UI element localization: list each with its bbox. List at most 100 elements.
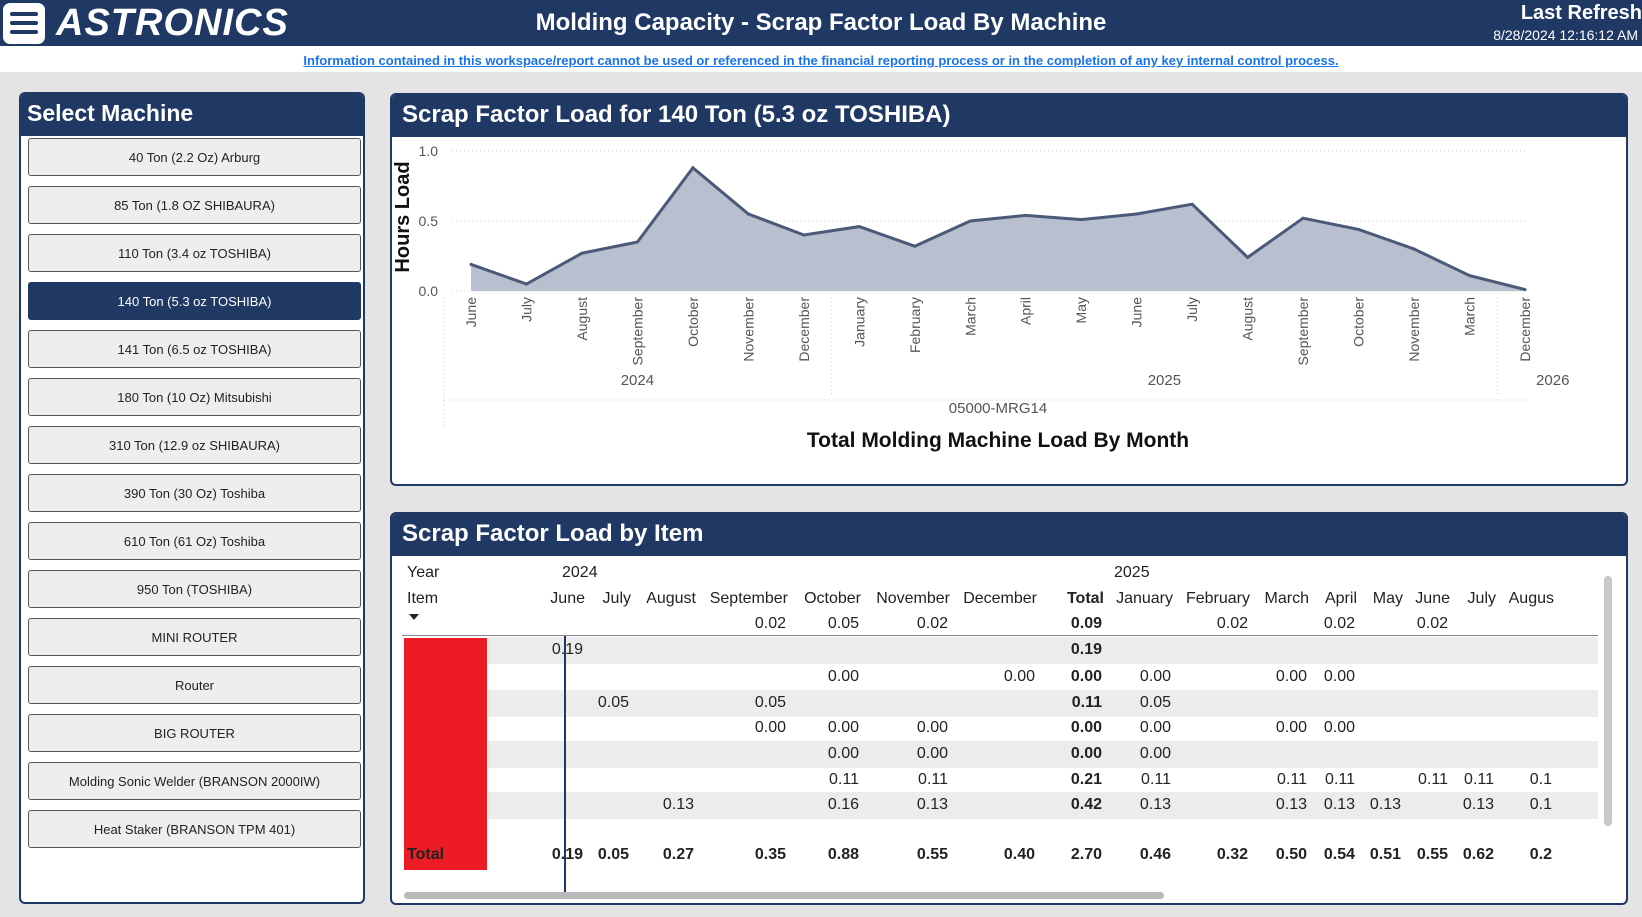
x-tick-label: November (1406, 297, 1422, 362)
disclaimer-link[interactable]: Information contained in this workspace/… (303, 53, 1339, 68)
top-bar: ASTRONICS Molding Capacity - Scrap Facto… (0, 0, 1642, 46)
column-header: February (1185, 590, 1250, 607)
data-point (857, 225, 861, 229)
table-cell: 0.05 (1139, 694, 1171, 711)
table-cell: 0.09 (1070, 615, 1102, 632)
table-cell: 0.11 (829, 771, 859, 788)
table-cell: 0.11 (1418, 771, 1448, 788)
column-header: April (1324, 590, 1357, 607)
total-cell: 0.19 (551, 846, 583, 863)
table-cell: 0.11 (1325, 771, 1355, 788)
total-row-label: Total (407, 846, 445, 863)
machine-button[interactable]: BIG ROUTER (28, 714, 361, 752)
data-point (1190, 202, 1194, 206)
machine-button[interactable]: Heat Staker (BRANSON TPM 401) (28, 810, 361, 848)
data-point (746, 212, 750, 216)
total-cell: 0.62 (1462, 846, 1494, 863)
table-cell: 0.00 (1275, 719, 1307, 736)
column-header: December (963, 590, 1037, 607)
column-header: June (550, 590, 585, 607)
column-header: January (1116, 590, 1173, 607)
x-tick-label: March (1462, 297, 1478, 336)
sort-descending-icon[interactable] (409, 614, 419, 620)
vertical-scrollbar[interactable] (1604, 576, 1612, 826)
machine-button[interactable]: 390 Ton (30 Oz) Toshiba (28, 474, 361, 512)
y-tick-label: 0.5 (419, 213, 439, 229)
data-point (1468, 274, 1472, 278)
x-tick-label: August (574, 297, 590, 341)
machine-button[interactable]: Molding Sonic Welder (BRANSON 2000IW) (28, 762, 361, 800)
x-tick-label: June (463, 297, 479, 328)
total-cell: 2.70 (1070, 846, 1102, 863)
machine-button[interactable]: 40 Ton (2.2 Oz) Arburg (28, 138, 361, 176)
table-cell: 0.16 (827, 796, 859, 813)
data-point (802, 233, 806, 237)
total-cell: 0.54 (1323, 846, 1355, 863)
data-point (580, 251, 584, 255)
table-cell: 0.19 (551, 641, 583, 658)
group-label: 05000-MRG14 (949, 400, 1047, 417)
area-fill (471, 167, 1525, 291)
row-stripe (488, 792, 1598, 819)
x-tick-label: September (629, 297, 645, 366)
hamburger-menu-icon[interactable] (3, 3, 45, 44)
table-cell: 0.02 (754, 615, 786, 632)
total-cell: 0.88 (827, 846, 859, 863)
machine-button[interactable]: 141 Ton (6.5 oz TOSHIBA) (28, 330, 361, 368)
column-header: July (1467, 590, 1496, 607)
table-cell: 0.11 (1071, 694, 1102, 711)
table-panel-title: Scrap Factor Load by Item (392, 514, 1626, 556)
table-cell: 0.02 (916, 615, 948, 632)
table-cell: 0.00 (1139, 668, 1171, 685)
machine-button[interactable]: MINI ROUTER (28, 618, 361, 656)
table-cell: 0.00 (1070, 668, 1102, 685)
table-cell: 0.02 (1216, 615, 1248, 632)
table-cell: 0.13 (916, 796, 948, 813)
total-cell: 0.40 (1003, 846, 1035, 863)
table-cell: 0.11 (1141, 771, 1171, 788)
machine-button[interactable]: 180 Ton (10 Oz) Mitsubishi (28, 378, 361, 416)
table-cell: 0.13 (1462, 796, 1494, 813)
table-cell: 0.42 (1070, 796, 1102, 813)
total-cell: 0.27 (662, 846, 694, 863)
table-cell: 0.02 (1323, 615, 1355, 632)
machine-button[interactable]: 310 Ton (12.9 oz SHIBAURA) (28, 426, 361, 464)
x-tick-label: March (962, 297, 978, 336)
y-axis-label: Hours Load (392, 161, 414, 272)
total-cell: 0.2 (1529, 846, 1552, 863)
data-point (1079, 218, 1083, 222)
machine-button[interactable]: 950 Ton (TOSHIBA) (28, 570, 361, 608)
machine-button[interactable]: 85 Ton (1.8 OZ SHIBAURA) (28, 186, 361, 224)
table-cell: 0.00 (916, 745, 948, 762)
horizontal-scrollbar[interactable] (404, 892, 1164, 899)
machine-button[interactable]: 610 Ton (61 Oz) Toshiba (28, 522, 361, 560)
machine-button[interactable]: 140 Ton (5.3 oz TOSHIBA) (28, 282, 361, 320)
table-panel: Scrap Factor Load by Item Year Item 2024 20… (390, 512, 1628, 905)
row-stripe (488, 741, 1598, 768)
total-cell: 0.50 (1275, 846, 1307, 863)
machine-selector-title: Select Machine (21, 94, 363, 136)
load-area-chart[interactable]: 0.0 0.5 1.0 June July August September October N… (392, 137, 1626, 484)
table-cell: 0.00 (916, 719, 948, 736)
table-cell: 0.00 (1139, 745, 1171, 762)
data-point (691, 166, 695, 170)
machine-button[interactable]: Router (28, 666, 361, 704)
data-point (1412, 247, 1416, 251)
data-point (1024, 213, 1028, 217)
item-header-label: Item (407, 590, 439, 607)
total-cell: 0.32 (1216, 846, 1248, 863)
row-stripe (488, 637, 1598, 664)
redacted-item-block (404, 638, 487, 870)
data-point (1301, 216, 1305, 220)
x-tick-label: January (851, 297, 867, 347)
x-tick-label: December (1517, 297, 1533, 362)
table-cell: 0.13 (1323, 796, 1355, 813)
x-tick-label: July (1184, 297, 1200, 322)
year-header-label: Year (407, 564, 440, 581)
data-point (1357, 227, 1361, 231)
disclaimer-bar: Information contained in this workspace/… (0, 46, 1642, 72)
machine-button[interactable]: 110 Ton (3.4 oz TOSHIBA) (28, 234, 361, 272)
table-cell: 0.00 (1323, 719, 1355, 736)
table-cell: 0.11 (918, 771, 948, 788)
table-cell: 0.13 (1275, 796, 1307, 813)
